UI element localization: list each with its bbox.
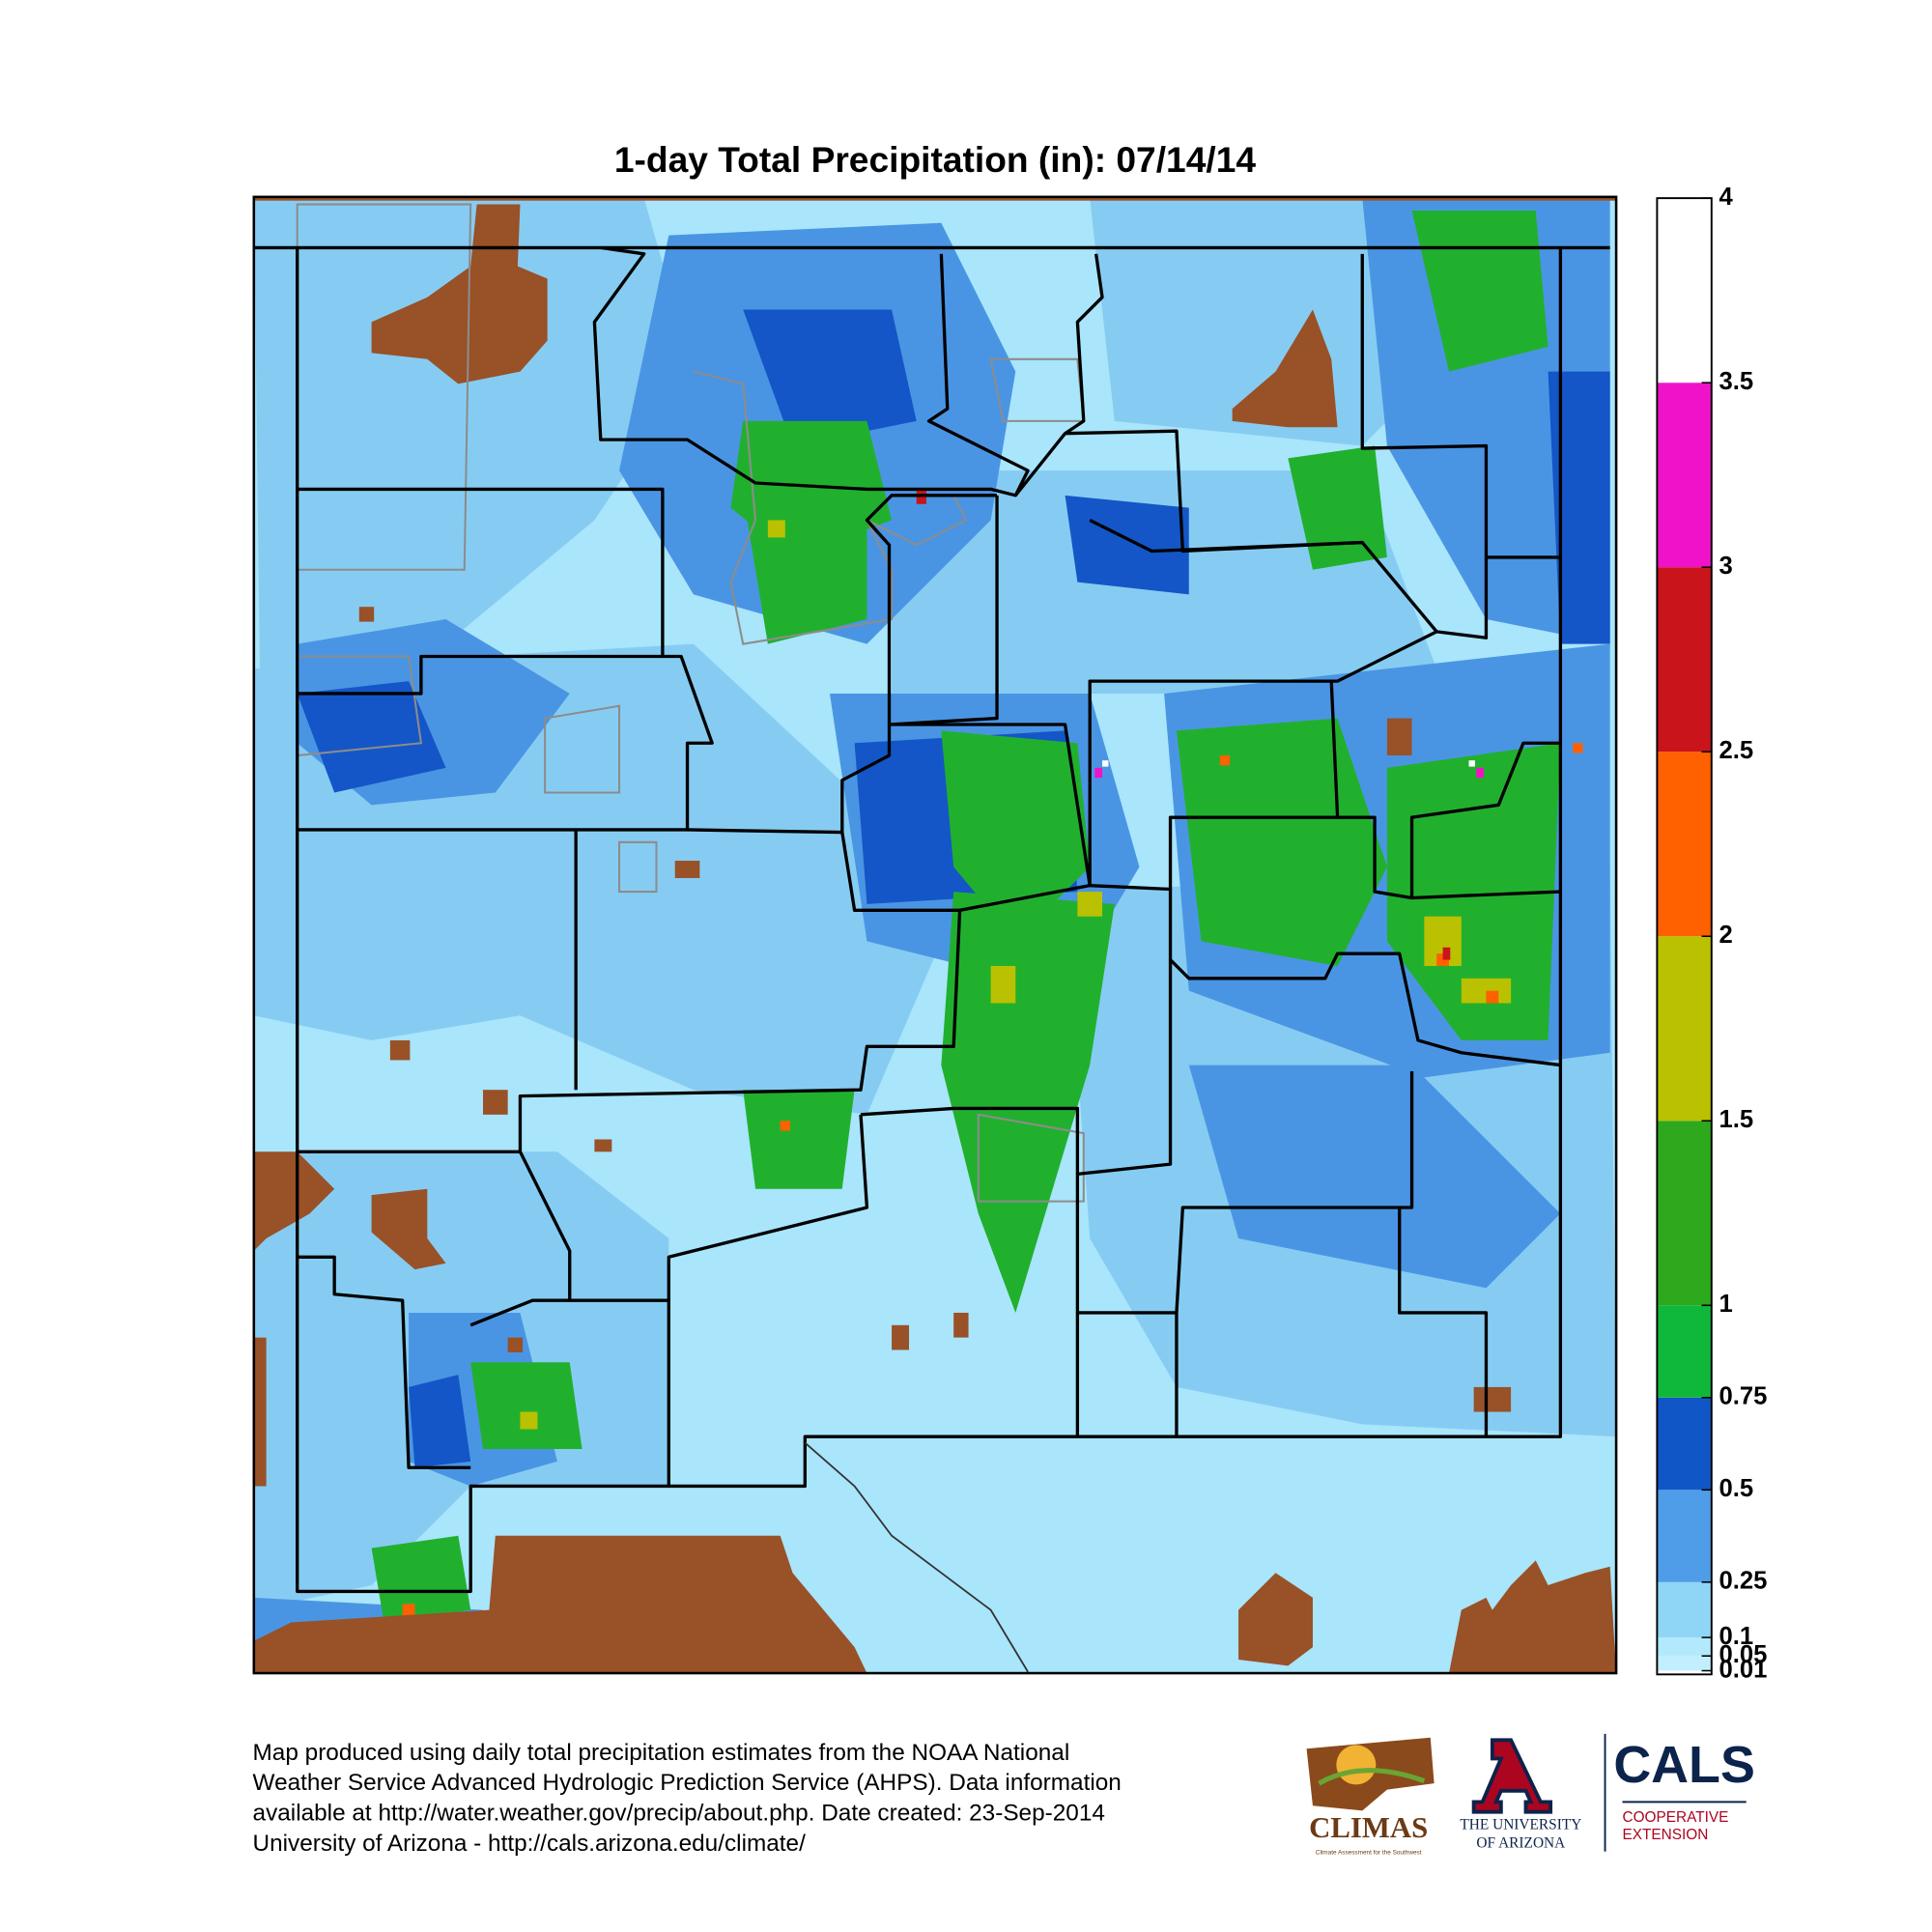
cals-line-1: COOPERATIVE bbox=[1622, 1809, 1728, 1826]
colorbar-band bbox=[1657, 1490, 1712, 1582]
top-rain-spots bbox=[1102, 760, 1475, 767]
cals-logo: CALS COOPERATIVE EXTENSION bbox=[1613, 1736, 1755, 1843]
peak-rain-spots bbox=[1094, 767, 1484, 779]
footer-line: Map produced using daily total precipita… bbox=[253, 1740, 1070, 1766]
map-frame bbox=[252, 195, 1618, 1675]
colorbar-band bbox=[1657, 936, 1712, 1122]
footer: Map produced using daily total precipita… bbox=[253, 1740, 1122, 1857]
colorbar: 0.010.050.1 0.25 0.5 0.75 1 1.5 2 2.5 3 3.5 4 bbox=[1657, 184, 1767, 1683]
ua-line-1: THE UNIVERSITY bbox=[1460, 1816, 1581, 1833]
colorbar-tick-label: 1 bbox=[1719, 1291, 1732, 1318]
colorbar-band bbox=[1657, 1121, 1712, 1306]
footer-line: available at http://water.weather.gov/pr… bbox=[253, 1801, 1105, 1827]
colorbar-tick-label: 3 bbox=[1719, 553, 1732, 580]
colorbar-band bbox=[1657, 752, 1712, 937]
colorbar-tick-label: 0.75 bbox=[1719, 1383, 1767, 1410]
intense-rain-spots bbox=[520, 520, 1512, 1430]
county-boundaries bbox=[253, 245, 1610, 1594]
colorbar-band bbox=[1657, 1305, 1712, 1398]
colorbar-tick-label: 1.5 bbox=[1719, 1106, 1753, 1133]
colorbar-tick-label: 0.05 bbox=[1719, 1641, 1767, 1668]
colorbar-band bbox=[1657, 383, 1712, 568]
footer-line: Weather Service Advanced Hydrologic Pred… bbox=[253, 1770, 1122, 1796]
ua-logo: THE UNIVERSITY OF ARIZONA bbox=[1460, 1738, 1581, 1852]
international-border bbox=[804, 1441, 1029, 1673]
colorbar-band bbox=[1657, 1656, 1712, 1671]
colorbar-band bbox=[1657, 1397, 1712, 1491]
colorbar-band bbox=[1657, 198, 1712, 384]
colorbar-tick-label: 0.25 bbox=[1719, 1568, 1767, 1595]
climas-tagline: Climate Assessment for the Southwest bbox=[1316, 1850, 1422, 1857]
colorbar-tick-label: 2 bbox=[1719, 922, 1732, 949]
colorbar-band bbox=[1657, 1637, 1712, 1657]
colorbar-tick-label: 4 bbox=[1719, 184, 1733, 211]
colorbar-frame bbox=[1656, 197, 1713, 1676]
precipitation-map bbox=[253, 196, 1617, 1674]
colorbar-tick-label: 0.5 bbox=[1719, 1475, 1753, 1502]
map-title: 1-day Total Precipitation (in): 07/14/14 bbox=[614, 139, 1257, 180]
colorbar-band bbox=[1657, 1581, 1712, 1638]
climas-name: CLIMAS bbox=[1309, 1811, 1428, 1844]
climas-logo: CLIMAS Climate Assessment for the Southw… bbox=[1306, 1737, 1435, 1857]
colorbar-band bbox=[1657, 567, 1712, 753]
cals-name: CALS bbox=[1613, 1736, 1755, 1794]
footer-line: University of Arizona - http://cals.ariz… bbox=[253, 1831, 807, 1857]
colorbar-tick-label: 0.01 bbox=[1719, 1656, 1767, 1683]
ua-line-2: OF ARIZONA bbox=[1476, 1835, 1565, 1852]
colorbar-tick-label: 0.1 bbox=[1719, 1623, 1753, 1650]
colorbar-tick-label: 3.5 bbox=[1719, 368, 1753, 395]
cals-line-2: EXTENSION bbox=[1622, 1827, 1708, 1843]
colorbar-tick-label: 2.5 bbox=[1719, 737, 1753, 764]
